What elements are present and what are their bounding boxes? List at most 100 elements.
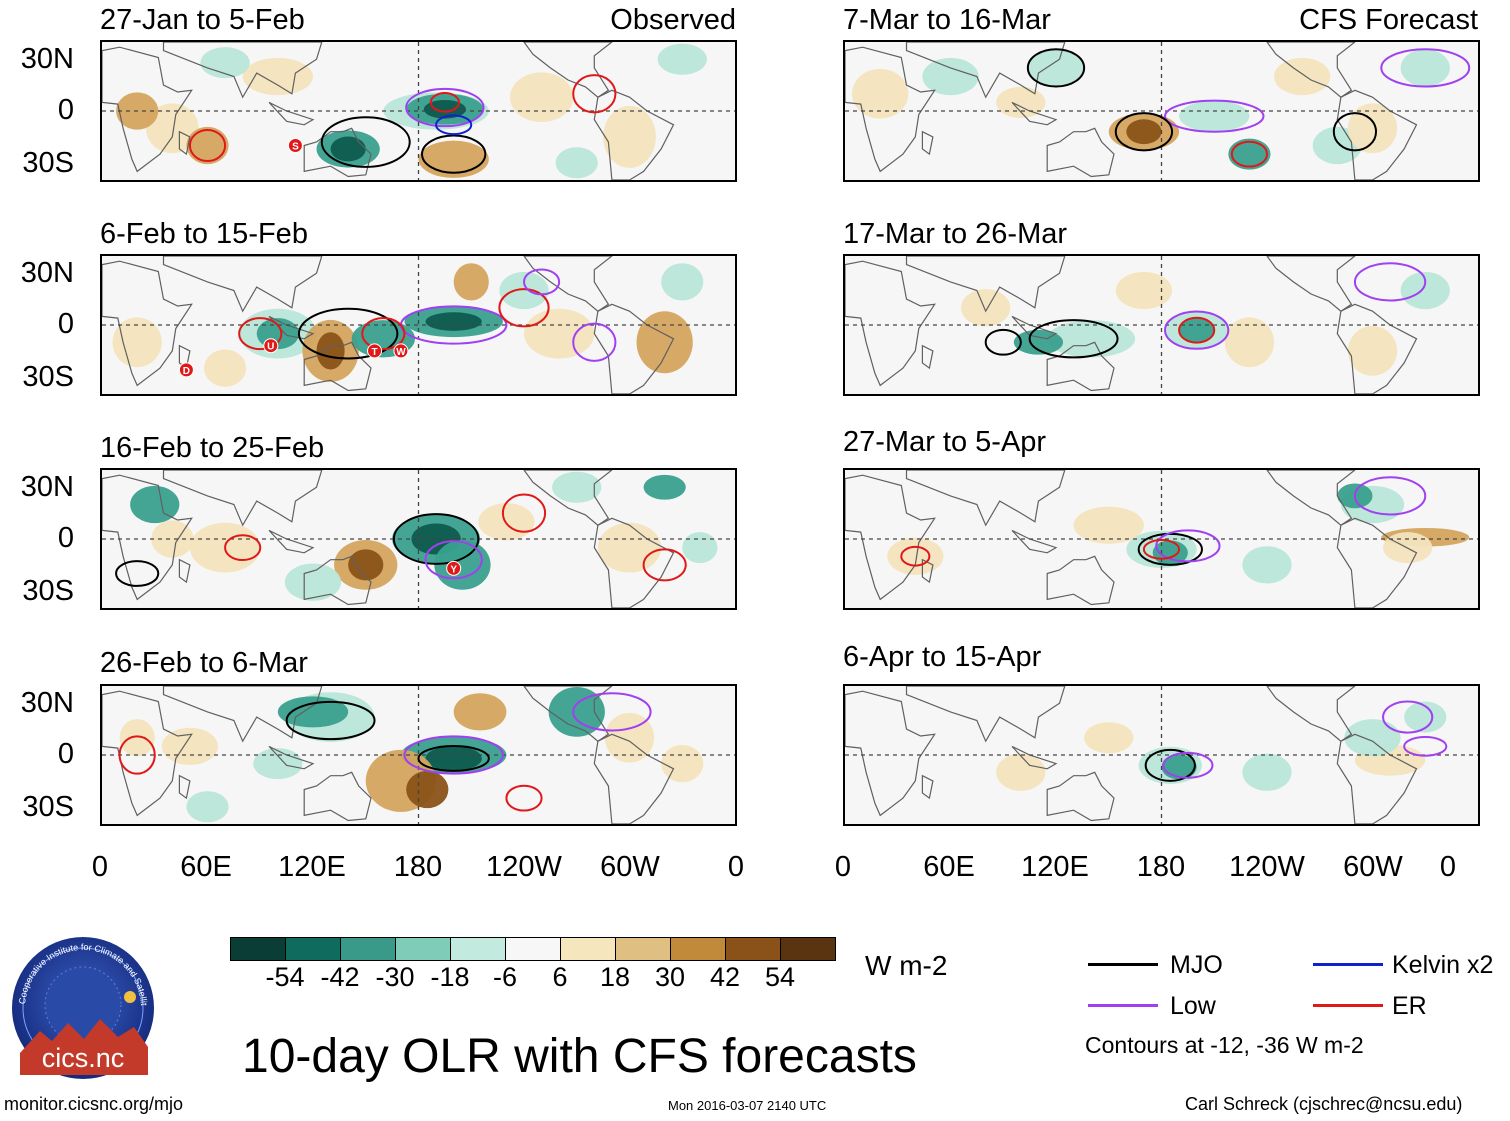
storm-marker: S <box>287 138 303 153</box>
coastline <box>178 774 191 800</box>
colorbar-label: -6 <box>492 962 517 992</box>
olr-anomaly-region <box>200 47 250 79</box>
filtered-olr-contour <box>1114 112 1174 152</box>
filtered-olr-contour <box>1026 48 1086 88</box>
olr-anomaly-region <box>1347 326 1398 376</box>
lat-label-eq: 0 <box>57 522 74 554</box>
olr-anomaly-map <box>845 42 1478 180</box>
lat-label-30n: 30N <box>20 687 74 719</box>
filtered-olr-contour <box>1382 700 1434 734</box>
olr-anomaly-region <box>961 289 1011 327</box>
filtered-olr-contour <box>1155 529 1221 563</box>
coastline <box>1336 303 1418 394</box>
coastline <box>593 303 675 394</box>
filtered-olr-contour <box>361 317 406 351</box>
olr-anomaly-region <box>253 748 303 780</box>
filtered-olr-contour <box>501 493 547 533</box>
storm-marker: Y <box>446 560 462 576</box>
footer-url[interactable]: monitor.cicsnc.org/mjo <box>4 1094 184 1114</box>
coastline <box>593 517 675 608</box>
coastline <box>1266 470 1356 526</box>
colorbar-swatch <box>285 937 341 961</box>
olr-anomaly-region <box>1084 722 1134 754</box>
storm-marker-letter: T <box>371 347 377 358</box>
coastline <box>102 260 193 387</box>
legend-low-line <box>1088 1004 1158 1007</box>
storm-marker-letter: Y <box>450 564 457 575</box>
map-panel-right-2 <box>843 254 1480 396</box>
olr-anomaly-region <box>119 719 155 757</box>
olr-anomaly-region <box>1027 49 1085 87</box>
olr-anomaly-region <box>597 522 662 573</box>
storm-marker-letter: W <box>396 347 406 358</box>
filtered-olr-contour <box>320 116 411 168</box>
olr-anomaly-region <box>996 86 1046 118</box>
olr-anomaly-region <box>643 474 686 500</box>
lat-label-30n: 30N <box>20 257 74 289</box>
footer-author: Carl Schreck (cjschrec@ncsu.edu) <box>1185 1094 1463 1114</box>
map-panel-left-1: S <box>100 40 737 182</box>
olr-anomaly-region <box>1126 119 1162 145</box>
coastline <box>1046 771 1115 822</box>
coastline <box>1046 127 1115 178</box>
coastline <box>268 101 315 126</box>
coastline <box>162 42 323 99</box>
colorbar-unit: W m-2 <box>865 950 948 981</box>
olr-anomaly-region <box>1400 271 1450 310</box>
lon-label-180: 180 <box>393 851 443 883</box>
olr-anomaly-map <box>845 256 1478 394</box>
coastline <box>303 771 372 822</box>
legend-mjo-line <box>1088 963 1158 966</box>
map-panel-left-4 <box>100 684 737 826</box>
olr-anomaly-region <box>203 349 247 387</box>
coastline <box>921 130 934 156</box>
storm-marker-dot <box>287 138 303 153</box>
filtered-olr-contour <box>417 745 490 772</box>
cics-logo: Cooperative Institute for Climate and Sa… <box>7 927 156 1081</box>
footer-timestamp: Mon 2016-03-07 2140 UTC <box>668 1098 827 1113</box>
coastline <box>845 260 936 387</box>
panel-title-left-1: 27-Jan to 5-Feb <box>100 4 305 36</box>
olr-anomaly-region <box>425 746 482 771</box>
olr-anomaly-region <box>852 68 909 119</box>
coastline <box>268 745 315 770</box>
lat-label-eq: 0 <box>57 738 74 770</box>
lat-label-30s: 30S <box>22 791 74 823</box>
filtered-olr-contour <box>392 513 480 565</box>
lon-label-120e: 120E <box>1021 851 1089 883</box>
filtered-olr-contour <box>572 322 617 362</box>
coastline <box>178 130 191 156</box>
coastline <box>102 46 193 173</box>
coastline <box>102 474 193 601</box>
olr-anomaly-region <box>1179 317 1215 343</box>
filtered-olr-contour <box>405 87 485 128</box>
lat-label-30s: 30S <box>22 361 74 393</box>
olr-anomaly-region <box>186 126 229 165</box>
lon-label-60e: 60E <box>180 851 232 883</box>
olr-anomaly-region <box>151 520 194 558</box>
coastline <box>1336 89 1418 180</box>
coastline <box>593 89 675 180</box>
filtered-olr-contour <box>1353 262 1427 302</box>
coastline <box>905 686 1066 743</box>
filtered-olr-contour <box>421 134 487 174</box>
legend-er-label: ER <box>1392 992 1427 1020</box>
filtered-olr-contour <box>238 317 283 351</box>
legend-mjo-label: MJO <box>1170 951 1223 979</box>
olr-anomaly-region <box>1400 49 1450 87</box>
coastline <box>523 256 613 312</box>
filtered-olr-contour <box>642 548 687 582</box>
lon-label-60w: 60W <box>1343 851 1403 883</box>
filtered-olr-contour <box>188 128 227 163</box>
cics-logo-icon: Cooperative Institute for Climate and Sa… <box>7 927 154 1079</box>
svg-text:cics.nc: cics.nc <box>42 1043 125 1073</box>
lon-label-0: 0 <box>91 851 109 883</box>
panel-title-left-4: 26-Feb to 6-Mar <box>100 647 308 679</box>
filtered-olr-contour <box>523 268 561 296</box>
olr-anomaly-region <box>1404 701 1447 733</box>
filtered-olr-contour <box>285 700 376 741</box>
map-panel-right-1 <box>843 40 1480 182</box>
colorbar-swatch <box>560 937 616 961</box>
storm-marker: T <box>367 343 383 359</box>
storm-marker: D <box>178 362 194 378</box>
